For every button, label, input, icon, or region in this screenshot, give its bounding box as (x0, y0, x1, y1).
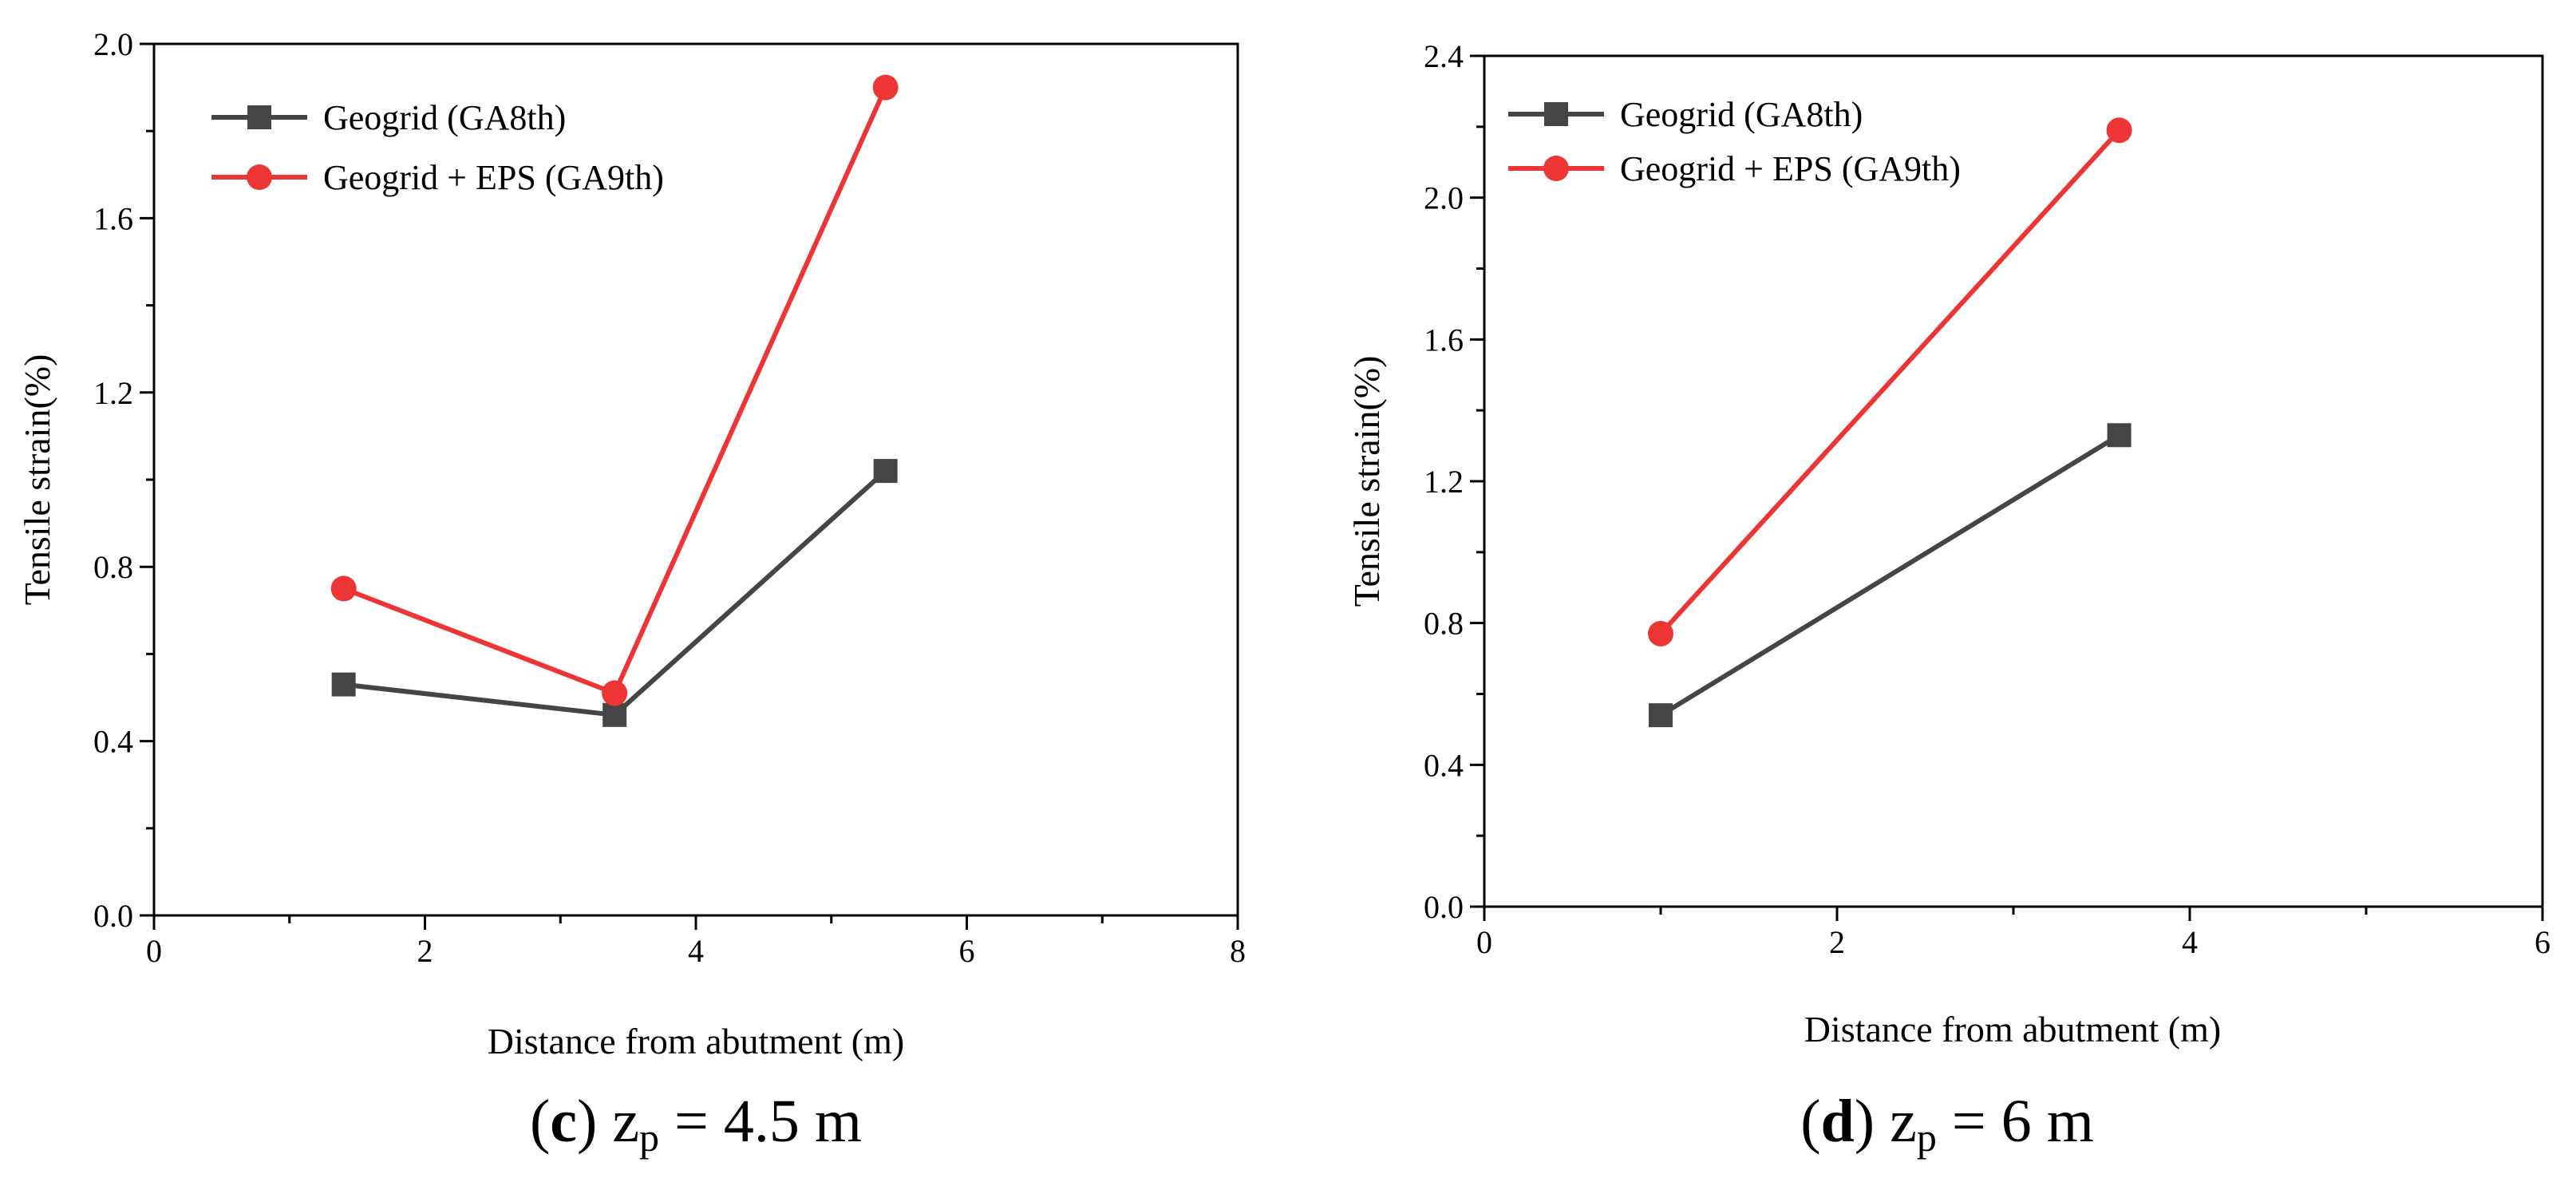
legend-label-2: Geogrid + EPS (GA9th) (1620, 149, 1961, 188)
x-tick-label: 4 (688, 933, 704, 969)
y-tick-label: 1.6 (1424, 322, 1464, 358)
y-tick-label: 2.0 (93, 26, 133, 62)
data-point-square (873, 459, 898, 484)
series-line-1 (1659, 433, 2121, 717)
x-tick-label: 8 (1230, 933, 1246, 969)
data-point-circle (1648, 620, 1673, 646)
legend-c: Geogrid (GA8th) Geogrid + EPS (GA9th) (211, 98, 664, 197)
data-point-circle (872, 74, 899, 101)
legend-label-2: Geogrid + EPS (GA9th) (323, 158, 664, 197)
caption-var-d: z (1890, 1088, 1917, 1155)
data-point-circle (330, 575, 357, 602)
data-point-square (331, 672, 356, 697)
caption-letter-c: c (550, 1088, 577, 1155)
data-point-circle (602, 680, 628, 706)
caption-letter-d: d (1821, 1088, 1855, 1155)
y-tick-label: 0.0 (1424, 889, 1464, 925)
y-tick-label: 0.4 (93, 724, 133, 760)
legend-marker-circle (247, 164, 272, 190)
data-point-square (2107, 423, 2132, 448)
data-point-square (1649, 703, 1673, 728)
caption-space-d (1875, 1088, 1890, 1155)
chart-panel-d: 0 2 4 6 0.0 0.4 0.8 1.2 1.6 2.0 2.4 Geogrid (GA8th… (1346, 38, 2550, 1160)
series-layer-d (1648, 117, 2132, 728)
legend-marker-square (1544, 102, 1568, 126)
x-axis-title-c: Distance from abutment (m) (488, 1021, 904, 1061)
y-tick-label: 0.8 (93, 549, 133, 585)
legend-marker-square (247, 105, 271, 129)
y-tick-label: 1.6 (93, 200, 133, 236)
caption-close-paren-d: ) (1855, 1088, 1875, 1155)
legend-marker-circle (1543, 156, 1569, 181)
y-tick-label: 2.0 (1424, 180, 1464, 216)
y-tick-label: 1.2 (93, 375, 133, 411)
caption-d: (d) zp = 6 m (1800, 1088, 2094, 1160)
x-tick-label: 6 (959, 933, 975, 969)
caption-var-c: z (612, 1088, 639, 1155)
data-point-square (603, 702, 627, 727)
series-line-2 (1658, 128, 2121, 636)
x-tick-label: 2 (1829, 924, 1845, 960)
x-axis-title-d: Distance from abutment (m) (1804, 1009, 2221, 1050)
x-tick-label: 0 (1476, 924, 1492, 960)
y-tick-label: 0.8 (1424, 606, 1464, 642)
y-tick-label: 2.4 (1424, 38, 1464, 74)
legend-d: Geogrid (GA8th) Geogrid + EPS (GA9th) (1508, 95, 1961, 188)
caption-open-paren-c: ( (530, 1088, 550, 1155)
legend-label-1: Geogrid (GA8th) (1620, 95, 1863, 134)
y-tick-label: 0.0 (93, 898, 133, 934)
ticks-c: 0 2 4 6 8 0.0 0.4 0.8 1.2 1.6 2.0 (93, 26, 1246, 969)
caption-space-c (597, 1088, 612, 1155)
ticks-d: 0 2 4 6 0.0 0.4 0.8 1.2 1.6 2.0 2.4 (1424, 38, 2550, 960)
caption-c: (c) zp = 4.5 m (530, 1088, 862, 1160)
caption-close-paren-c: ) (577, 1088, 597, 1155)
y-axis-title-c: Tensile strain(%) (17, 354, 57, 606)
caption-rest-c: = 4.5 m (659, 1088, 862, 1155)
data-point-circle (2106, 117, 2132, 144)
y-axis-title-d: Tensile strain(%) (1346, 356, 1387, 607)
chart-panel-c: 0 2 4 6 80.00.40.81.21.62.0 Geogrid (GA8th)G… (17, 26, 1246, 1160)
caption-sub-d: p (1917, 1115, 1937, 1160)
x-tick-label: 4 (2182, 924, 2198, 960)
caption-open-paren-d: ( (1800, 1088, 1820, 1155)
y-tick-label: 1.2 (1424, 464, 1464, 500)
x-tick-label: 2 (417, 933, 433, 969)
x-tick-label: 0 (146, 933, 162, 969)
legend-label-1: Geogrid (GA8th) (323, 98, 566, 137)
series-layer-c (330, 74, 899, 727)
y-tick-label: 0.4 (1424, 747, 1464, 783)
x-tick-label: 6 (2535, 924, 2550, 960)
caption-rest-d: = 6 m (1937, 1088, 2094, 1155)
caption-sub-c: p (639, 1115, 659, 1160)
